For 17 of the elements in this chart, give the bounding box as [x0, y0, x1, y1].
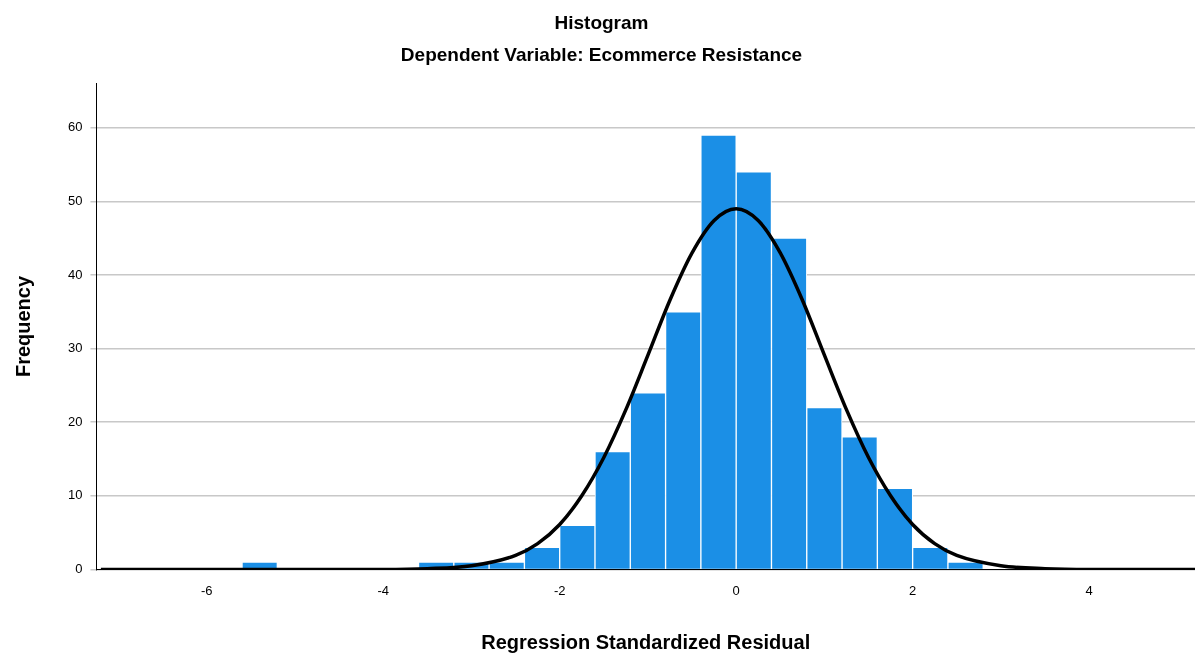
x-tick-label: 4: [1085, 582, 1093, 598]
y-tick-label: 20: [67, 413, 83, 429]
x-axis-title: Regression Standardized Residual: [481, 630, 811, 653]
x-tick-label: -4: [377, 582, 390, 598]
y-axis-title: Frequency: [11, 275, 34, 378]
y-tick-label: 10: [67, 487, 83, 503]
chart-title: Histogram: [554, 11, 649, 33]
chart-subtitle: Dependent Variable: Ecommerce Resistance: [400, 44, 803, 66]
x-tick-label: -6: [200, 582, 213, 598]
x-tick-label: 0: [732, 582, 740, 598]
y-tick-label: 60: [67, 119, 83, 135]
x-tick-label: -2: [553, 582, 566, 598]
x-tick-label: 2: [909, 582, 917, 598]
y-tick-label: 0: [75, 560, 83, 576]
y-tick-label: 30: [67, 340, 83, 356]
y-tick-label: 40: [67, 266, 83, 282]
y-tick-label: 50: [67, 192, 83, 208]
